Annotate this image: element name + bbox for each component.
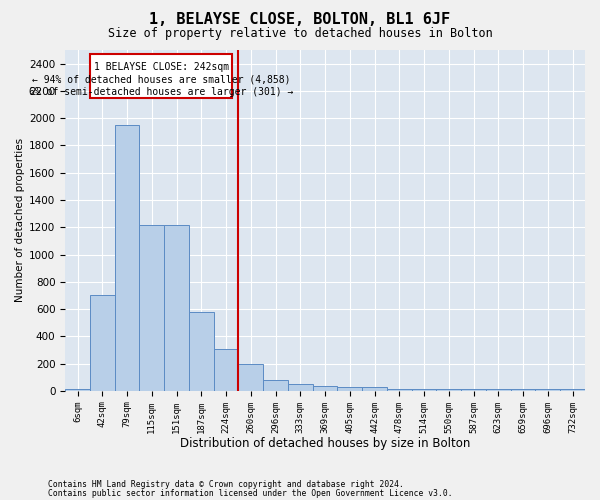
Bar	[486, 390, 511, 391]
Bar	[337, 387, 362, 391]
Text: Contains HM Land Registry data © Crown copyright and database right 2024.: Contains HM Land Registry data © Crown c…	[48, 480, 404, 489]
Bar	[362, 387, 387, 391]
X-axis label: Distribution of detached houses by size in Bolton: Distribution of detached houses by size …	[180, 437, 470, 450]
Bar	[164, 225, 189, 391]
Y-axis label: Number of detached properties: Number of detached properties	[15, 138, 25, 302]
Bar	[313, 386, 337, 391]
Text: ← 94% of detached houses are smaller (4,858): ← 94% of detached houses are smaller (4,…	[32, 74, 290, 84]
Bar	[115, 125, 139, 391]
Bar	[65, 389, 90, 391]
Bar	[90, 54, 232, 98]
Bar	[412, 390, 436, 391]
Bar	[288, 384, 313, 391]
Text: 1, BELAYSE CLOSE, BOLTON, BL1 6JF: 1, BELAYSE CLOSE, BOLTON, BL1 6JF	[149, 12, 451, 28]
Text: Contains public sector information licensed under the Open Government Licence v3: Contains public sector information licen…	[48, 488, 452, 498]
Bar	[90, 296, 115, 391]
Bar	[238, 364, 263, 391]
Bar	[535, 390, 560, 391]
Bar	[214, 350, 238, 391]
Bar	[387, 390, 412, 391]
Bar	[461, 390, 486, 391]
Text: 6% of semi-detached houses are larger (301) →: 6% of semi-detached houses are larger (3…	[29, 87, 293, 97]
Bar	[263, 380, 288, 391]
Bar	[436, 390, 461, 391]
Bar	[511, 390, 535, 391]
Bar	[189, 312, 214, 391]
Bar	[139, 224, 164, 391]
Text: 1 BELAYSE CLOSE: 242sqm: 1 BELAYSE CLOSE: 242sqm	[94, 62, 229, 72]
Bar	[560, 390, 585, 391]
Text: Size of property relative to detached houses in Bolton: Size of property relative to detached ho…	[107, 28, 493, 40]
